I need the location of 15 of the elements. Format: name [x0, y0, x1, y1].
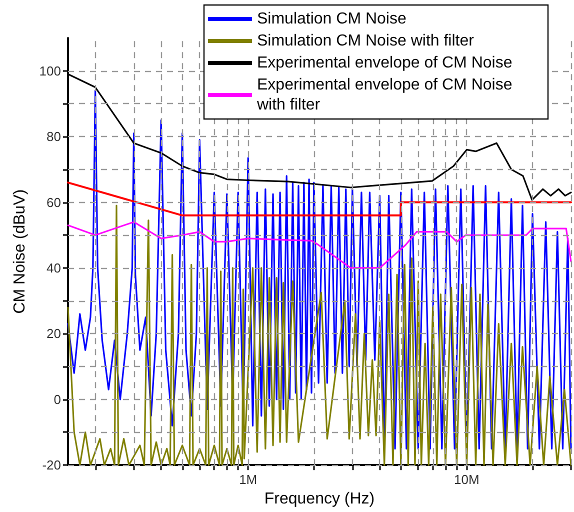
legend-label: Experimental envelope of CM Noise: [257, 54, 512, 72]
y-tick-label: 40: [46, 260, 61, 276]
y-tick-label: 0: [54, 392, 61, 407]
y-axis-title: CM Noise (dBuV): [12, 189, 28, 314]
y-tick-label: 80: [46, 129, 61, 144]
x-tick-label: 1M: [239, 472, 258, 488]
y-tick-label: 100: [39, 63, 61, 78]
y-tick-label: 20: [46, 326, 61, 342]
y-tick-label: -20: [42, 458, 61, 473]
legend-label: Simulation CM Noise with filter: [257, 32, 475, 50]
y-tick-label: 60: [46, 194, 61, 210]
x-tick-label: 10M: [454, 472, 480, 488]
x-axis-title: Frequency (Hz): [264, 490, 375, 508]
legend-label: Experimental envelope of CM Noise with filter: [256, 76, 517, 114]
legend-label: Simulation CM Noise: [257, 10, 406, 28]
